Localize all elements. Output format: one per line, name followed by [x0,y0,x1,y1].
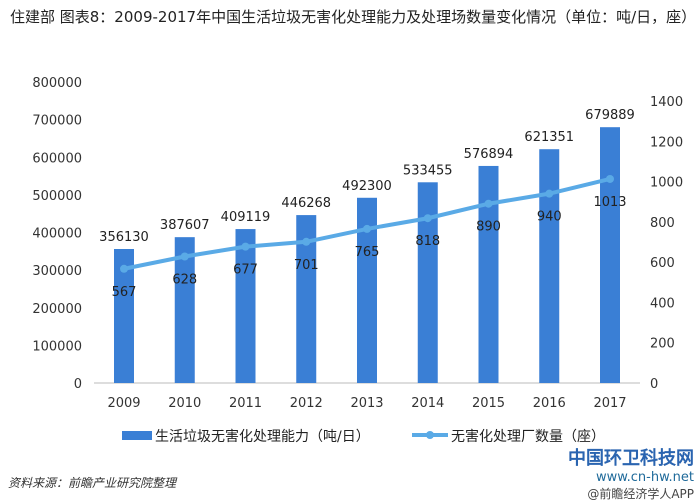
right-axis-tick: 1000 [650,176,683,191]
left-axis-tick: 300000 [32,264,82,279]
line-point [423,214,432,223]
right-axis-tick: 0 [650,377,658,392]
line-point [241,242,250,251]
legend-line-marker [426,431,434,439]
legend-line-label: 无害化处理厂数量（座） [451,429,605,445]
chart-title: 住建部 图表8：2009-2017年中国生活垃圾无害化处理能力及处理场数量变化情… [10,8,697,26]
line-point [302,237,311,246]
watermark-app: @前瞻经济学人APP [587,487,694,500]
chart-svg: 0 100000 200000 300000 400000 500000 600000 700… [32,76,683,445]
bar [539,149,560,383]
line-data-label: 940 [537,210,562,225]
right-axis-tick: 1400 [650,95,683,110]
bar-data-label: 356130 [99,230,149,245]
bar-data-label: 679889 [585,108,635,123]
bar-data-label: 492300 [342,179,392,194]
x-axis-tick: 2017 [593,396,626,411]
line-data-label: 1013 [593,195,626,210]
x-axis-tick: 2011 [229,396,262,411]
right-axis-tick: 600 [650,256,675,271]
line-point [484,199,493,208]
bar [174,237,195,383]
line-data-label: 677 [233,263,258,278]
bar-data-label: 387607 [160,218,210,233]
bar-data-label: 409119 [221,210,271,225]
bar-data-label: 533455 [403,163,453,178]
watermark-site-url: www.cn-hw.net [595,470,694,485]
x-axis-tick: 2009 [107,396,140,411]
left-axis-tick: 200000 [32,302,82,317]
right-axis-tick: 800 [650,216,675,231]
left-axis-tick: 500000 [32,189,82,204]
left-axis-tick: 100000 [32,339,82,354]
left-axis-tick: 600000 [32,151,82,166]
bar [235,229,256,383]
line-data-label: 628 [172,273,197,288]
bar [114,249,134,383]
line-data-label: 890 [476,220,501,235]
left-axis-tick: 700000 [32,114,82,129]
bar [600,127,620,383]
x-axis-tick: 2015 [472,396,505,411]
x-axis-tick: 2013 [350,396,383,411]
right-axis-tick: 200 [650,337,675,352]
right-axis-tick: 400 [650,296,675,311]
line-data-label: 818 [415,234,440,249]
x-axis-tick: 2010 [168,396,201,411]
watermark-site-name: 中国环卫科技网 [568,448,694,469]
line-point [606,174,614,183]
bar-data-label: 576894 [464,147,514,162]
line-point [545,189,554,198]
bar [417,182,438,383]
line-point [363,224,371,233]
x-axis-tick: 2012 [290,396,323,411]
watermark-brand: 中国环卫科技网 www.cn-hw.net @前瞻经济学人APP [568,444,694,500]
line-data-label: 567 [112,285,137,300]
line-data-label: 701 [294,258,319,273]
source-note: 资料来源：前瞻产业研究院整理 [8,476,177,490]
legend-bar-label: 生活垃圾无害化处理能力（吨/日） [155,429,370,445]
x-axis-tick: 2014 [411,396,444,411]
line-data-label: 765 [355,245,380,260]
bar [478,165,499,383]
left-axis-tick: 0 [74,377,82,392]
left-axis-tick: 800000 [32,76,82,91]
bar-data-label: 446268 [281,196,331,211]
bar [296,215,317,383]
x-axis-tick: 2016 [533,396,566,411]
line-point [120,264,128,273]
right-axis-tick: 1200 [650,135,683,150]
legend-bar-swatch [122,431,152,440]
line-point [180,252,189,261]
bar-data-label: 621351 [524,130,574,145]
left-axis-tick: 400000 [32,227,82,242]
bar [357,197,377,383]
